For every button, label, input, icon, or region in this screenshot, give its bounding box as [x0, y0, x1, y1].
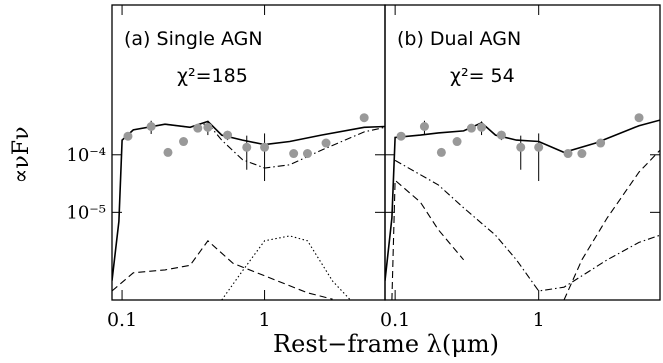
data-point	[179, 137, 189, 147]
panel-title: (b) Dual AGN	[397, 28, 521, 50]
x-tick-label: 1	[533, 309, 545, 331]
data-point	[302, 149, 312, 159]
data-point	[123, 131, 133, 141]
data-point	[563, 149, 573, 159]
x-tick-label: 1	[259, 309, 271, 331]
data-point	[577, 149, 587, 159]
data-point	[396, 131, 406, 141]
data-point	[466, 123, 476, 133]
data-point	[496, 130, 506, 140]
data-point	[163, 147, 173, 157]
data-point	[260, 142, 270, 152]
x-axis-label: Rest−frame λ(μm)	[273, 330, 499, 358]
data-point	[419, 121, 429, 131]
model-curve	[221, 235, 351, 300]
y-tick-label: 10⁻⁴	[66, 145, 106, 166]
data-point	[534, 142, 544, 152]
plot-area	[385, 113, 660, 300]
data-point	[203, 122, 213, 132]
data-point	[223, 130, 233, 140]
y-axis-label: ∝νFν	[9, 127, 34, 184]
data-point	[146, 121, 156, 131]
panel-frame	[384, 4, 661, 301]
data-point	[436, 147, 446, 157]
data-point	[516, 142, 526, 152]
y-tick-label: 10⁻⁵	[66, 202, 106, 223]
plot-area	[112, 113, 385, 300]
model-curve	[112, 120, 385, 281]
fit-annotation: χ²= 54	[450, 65, 515, 87]
data-point	[596, 138, 606, 148]
data-point	[193, 123, 203, 133]
model-curve	[563, 149, 660, 300]
model-curve	[394, 159, 660, 292]
data-point	[634, 113, 644, 123]
model-curve	[391, 179, 465, 300]
panel-title: (a) Single AGN	[124, 28, 263, 50]
model-curve	[112, 239, 333, 300]
data-point	[289, 149, 299, 159]
data-point	[452, 137, 462, 147]
data-point	[321, 138, 331, 148]
data-point	[359, 113, 369, 123]
x-tick-label: 0.1	[107, 309, 137, 331]
x-tick-label: 0.1	[380, 309, 410, 331]
data-point	[242, 142, 252, 152]
fit-annotation: χ²=185	[177, 65, 248, 87]
data-point	[477, 122, 487, 132]
